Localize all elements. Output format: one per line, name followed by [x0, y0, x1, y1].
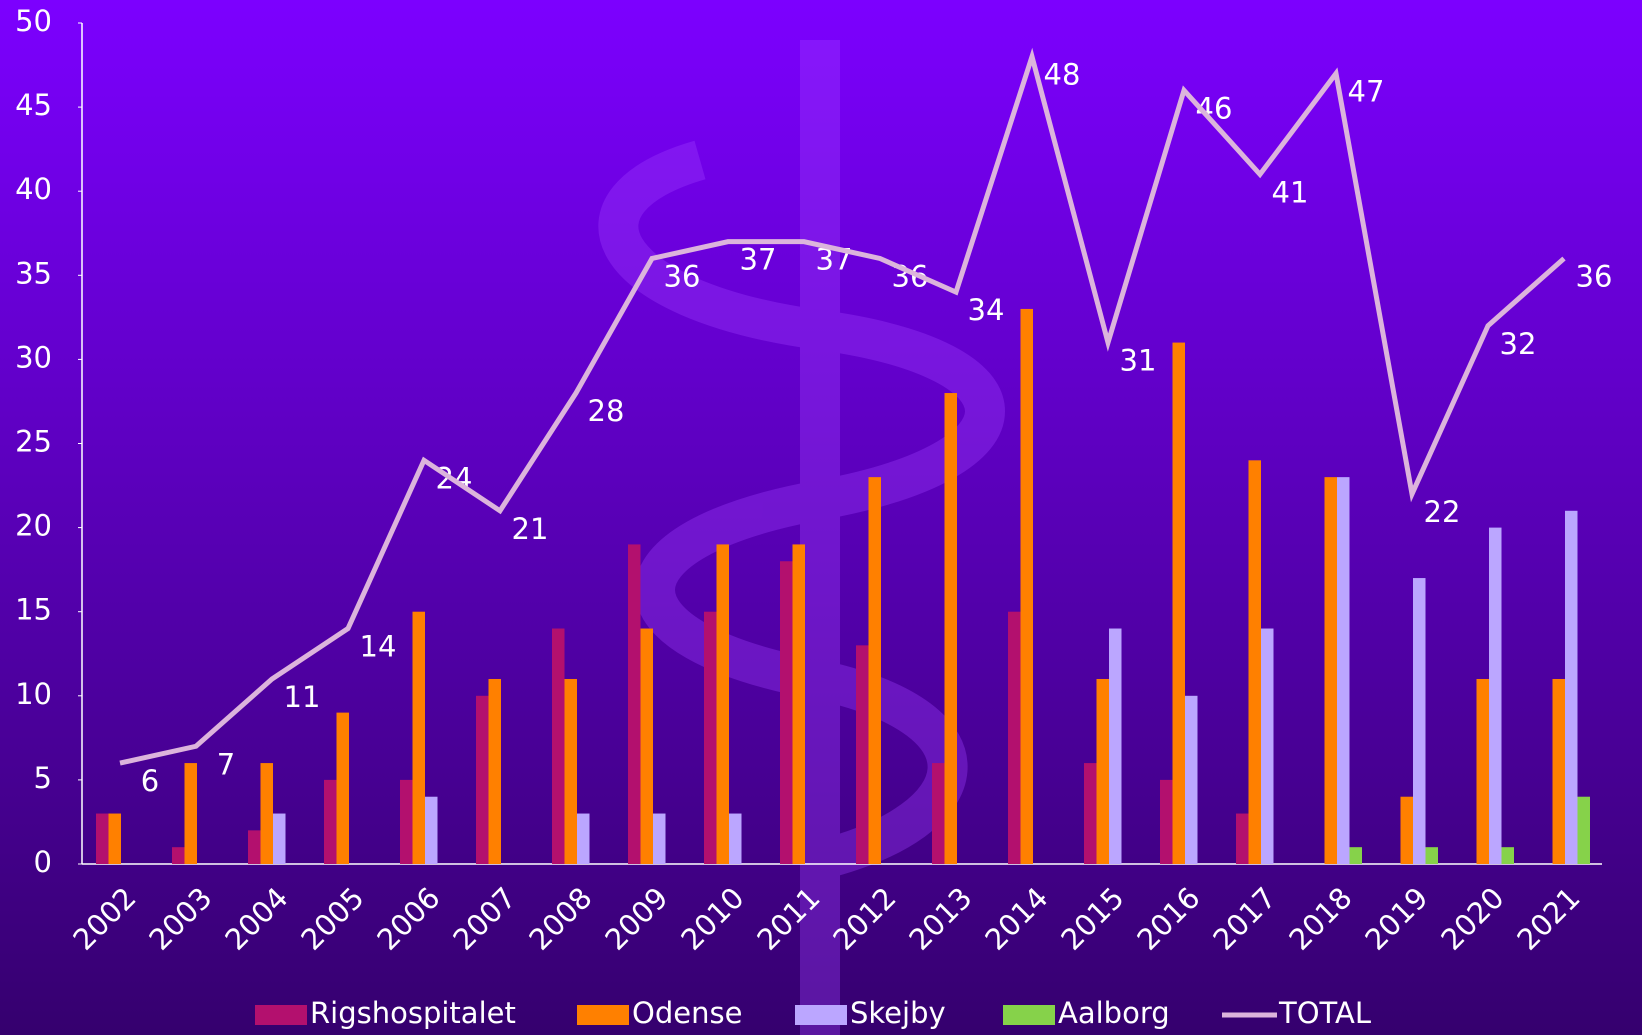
data-label: 36 — [664, 259, 701, 293]
bar — [1477, 679, 1490, 864]
data-label: 22 — [1424, 495, 1461, 529]
legend-label: TOTAL — [1278, 996, 1371, 1030]
data-label: 31 — [1120, 344, 1157, 378]
bar — [324, 780, 337, 864]
y-tick-label: 20 — [15, 509, 52, 543]
bar — [1185, 696, 1198, 864]
bar — [1350, 847, 1363, 864]
bar — [337, 713, 350, 864]
bar — [869, 477, 882, 864]
chart: 0510152025303540455020022003200420052006… — [0, 0, 1642, 1035]
bar — [1097, 679, 1110, 864]
bar — [273, 814, 286, 864]
bar — [1160, 780, 1173, 864]
bar — [780, 561, 793, 864]
bar — [185, 763, 198, 864]
bar — [1502, 847, 1515, 864]
bar — [489, 679, 502, 864]
data-label: 6 — [141, 764, 159, 798]
y-tick-label: 35 — [15, 256, 52, 290]
data-label: 28 — [588, 394, 625, 428]
legend-swatch — [795, 1005, 847, 1025]
bar — [641, 629, 654, 864]
bar — [1261, 629, 1274, 864]
bar — [1008, 612, 1021, 864]
y-tick-label: 10 — [15, 677, 52, 711]
data-label: 48 — [1044, 58, 1081, 92]
bar — [1109, 629, 1122, 864]
y-tick-label: 15 — [15, 593, 52, 627]
y-tick-label: 0 — [34, 845, 52, 879]
data-label: 36 — [1576, 259, 1613, 293]
data-label: 11 — [284, 680, 321, 714]
bar — [729, 814, 742, 864]
legend-label: Rigshospitalet — [310, 996, 516, 1030]
y-tick-label: 25 — [15, 425, 52, 459]
legend-label: Aalborg — [1058, 996, 1170, 1030]
legend-swatch — [577, 1005, 629, 1025]
data-label: 37 — [740, 243, 777, 277]
bar — [109, 814, 122, 864]
bar — [476, 696, 489, 864]
bar — [1426, 847, 1439, 864]
bar — [1337, 477, 1350, 864]
bar — [1325, 477, 1338, 864]
bar — [932, 763, 945, 864]
data-label: 34 — [968, 293, 1005, 327]
bar — [565, 679, 578, 864]
data-label: 14 — [360, 630, 397, 664]
bar — [261, 763, 274, 864]
bar — [1236, 814, 1249, 864]
legend-label: Odense — [632, 996, 742, 1030]
bar — [248, 830, 261, 864]
bar — [1021, 309, 1034, 864]
bar — [1413, 578, 1426, 864]
bar — [653, 814, 666, 864]
y-tick-label: 30 — [15, 340, 52, 374]
legend-swatch — [1003, 1005, 1055, 1025]
bar — [1249, 460, 1262, 864]
bar — [1565, 511, 1578, 864]
bar — [704, 612, 717, 864]
bar — [793, 544, 806, 864]
bar — [1553, 679, 1566, 864]
bar — [425, 797, 438, 864]
data-label: 47 — [1348, 74, 1385, 108]
bar — [577, 814, 590, 864]
bar — [96, 814, 109, 864]
bar — [1401, 797, 1414, 864]
data-label: 21 — [512, 512, 549, 546]
data-label: 32 — [1500, 327, 1537, 361]
legend-swatch — [255, 1005, 307, 1025]
y-tick-label: 50 — [15, 4, 52, 38]
y-tick-label: 5 — [34, 761, 52, 795]
bar — [413, 612, 426, 864]
bar — [717, 544, 730, 864]
bar — [628, 544, 641, 864]
y-tick-label: 45 — [15, 88, 52, 122]
data-label: 41 — [1272, 175, 1309, 209]
legend-label: Skejby — [850, 996, 946, 1030]
bar — [1489, 528, 1502, 864]
data-label: 7 — [217, 747, 235, 781]
y-tick-label: 40 — [15, 172, 52, 206]
bar — [172, 847, 185, 864]
bar — [1578, 797, 1591, 864]
bar — [1173, 343, 1186, 864]
bar — [552, 629, 565, 864]
bar — [856, 645, 869, 864]
bar — [945, 393, 958, 864]
bar — [1084, 763, 1097, 864]
bar — [400, 780, 413, 864]
